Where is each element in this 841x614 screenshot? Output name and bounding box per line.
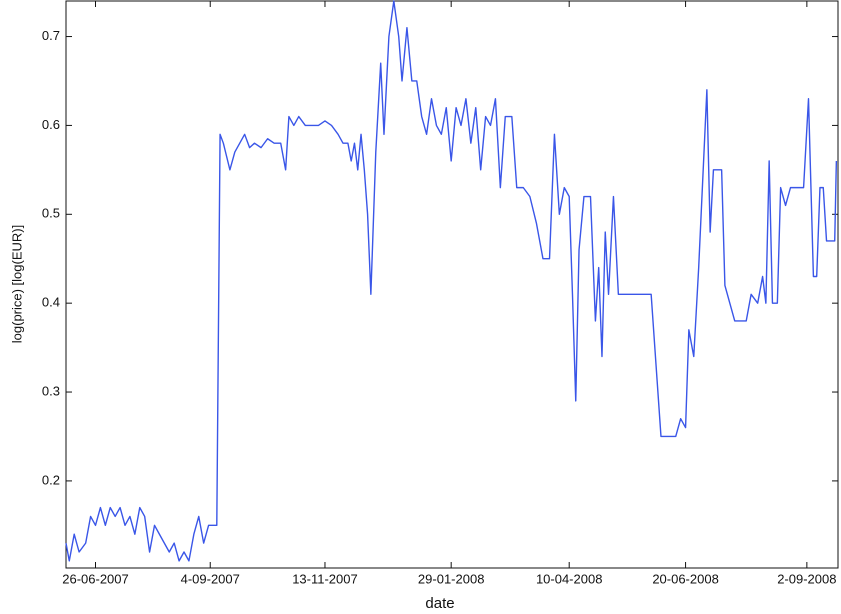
y-tick-label: 0.5: [42, 206, 60, 221]
x-tick-label: 13-11-2007: [292, 571, 358, 586]
x-tick-label: 4-09-2007: [181, 571, 240, 586]
x-axis-label: date: [425, 595, 454, 612]
y-tick-label: 0.3: [42, 383, 60, 398]
x-tick-label: 26-06-2007: [62, 571, 129, 586]
x-tick-label: 10-04-2008: [536, 571, 603, 586]
y-tick-label: 0.6: [42, 117, 60, 132]
data-line: [65, 0, 838, 562]
y-tick-label: 0.2: [42, 472, 60, 487]
x-tick-label: 29-01-2008: [418, 571, 485, 586]
y-tick-label: 0.4: [42, 295, 60, 310]
plot-frame: [65, 0, 839, 569]
x-tick-label: 20-06-2008: [652, 571, 719, 586]
y-tick-label: 0.7: [42, 28, 60, 43]
y-axis-label: log(price) [log(EUR)]: [9, 225, 24, 343]
x-tick-label: 2-09-2008: [777, 571, 836, 586]
